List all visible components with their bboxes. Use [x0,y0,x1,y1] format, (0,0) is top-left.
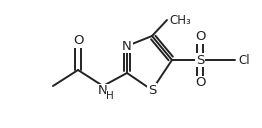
Text: S: S [196,54,204,67]
Text: O: O [195,77,205,89]
Text: CH₃: CH₃ [169,13,191,26]
Text: S: S [148,83,156,97]
Text: O: O [73,35,83,47]
Text: N: N [98,84,108,98]
Text: O: O [195,30,205,44]
Text: H: H [106,91,114,101]
Text: N: N [122,40,132,52]
Text: Cl: Cl [238,54,250,67]
